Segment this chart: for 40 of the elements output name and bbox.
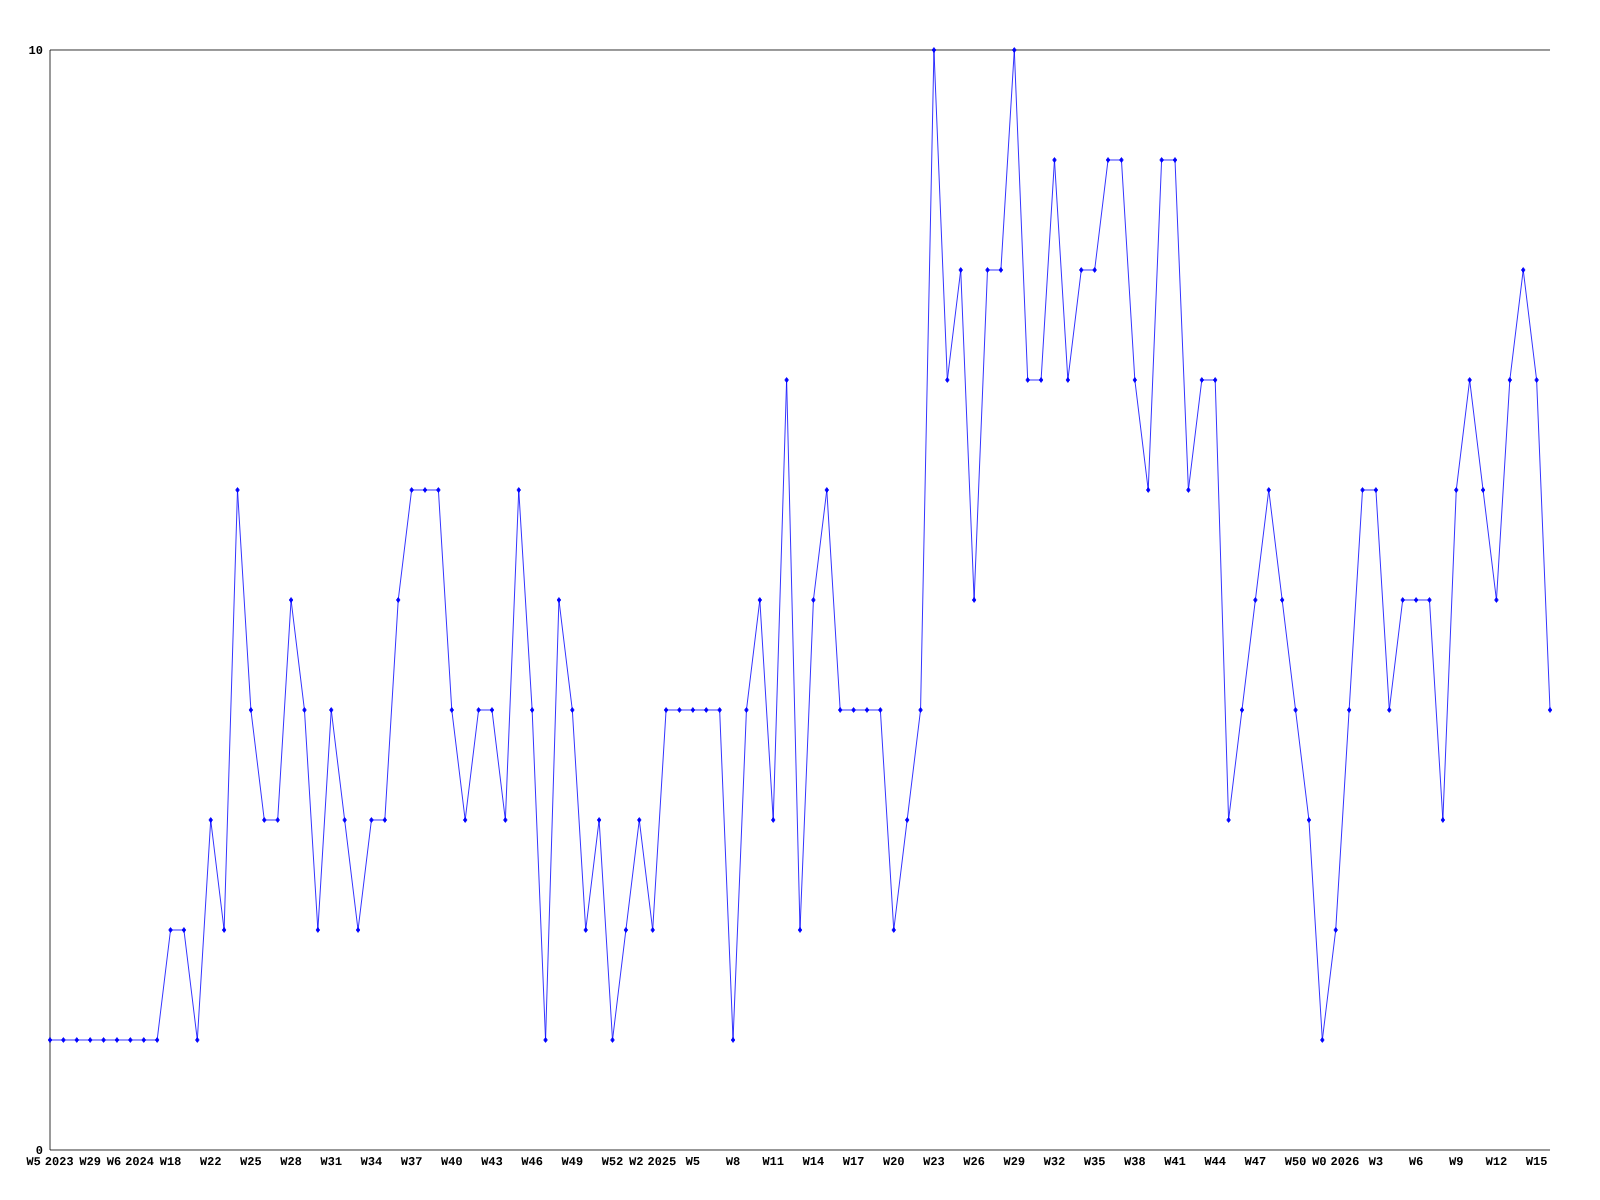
x-tick-label: W52 bbox=[601, 1157, 623, 1166]
x-tick-label: W32 bbox=[1043, 1157, 1065, 1166]
x-tick-label: W9 bbox=[1449, 1157, 1463, 1166]
x-tick-label: W6 bbox=[1408, 1157, 1423, 1166]
x-tick-label: W22 bbox=[199, 1157, 221, 1166]
x-tick-label: W31 bbox=[320, 1157, 342, 1166]
x-tick-label: W43 bbox=[481, 1157, 503, 1166]
x-tick-label: W14 bbox=[802, 1157, 824, 1165]
x-tick-label: W49 bbox=[561, 1157, 583, 1166]
x-tick-label: W8 bbox=[725, 1157, 740, 1166]
x-tick-label: W50 bbox=[1284, 1157, 1306, 1166]
x-tick-label: W44 bbox=[1204, 1157, 1226, 1165]
x-tick-label: W2 2025 bbox=[629, 1157, 676, 1166]
x-tick-label: W6 2024 bbox=[106, 1157, 154, 1166]
x-tick-label: W12 bbox=[1485, 1157, 1507, 1166]
x-tick-label: W23 bbox=[923, 1157, 945, 1166]
y-tick-label: 0 bbox=[36, 1145, 43, 1155]
x-tick-label: W38 bbox=[1124, 1157, 1145, 1166]
x-tick-label: W40 bbox=[440, 1157, 462, 1166]
y-tick-label: 10 bbox=[29, 45, 43, 55]
x-tick-label: W41 bbox=[1164, 1157, 1186, 1165]
x-tick-label: W15 bbox=[1525, 1157, 1547, 1166]
x-tick-label: W11 bbox=[762, 1157, 784, 1165]
x-tick-label: W0 2026 bbox=[1312, 1157, 1359, 1166]
x-tick-label: W18 bbox=[159, 1157, 181, 1166]
x-tick-label: W17 bbox=[842, 1157, 864, 1165]
x-tick-label: W29 bbox=[79, 1157, 101, 1166]
x-tick-label: W35 bbox=[1083, 1157, 1105, 1166]
x-tick-label: W28 bbox=[280, 1157, 302, 1166]
x-tick-label: W5 bbox=[685, 1157, 700, 1166]
x-tick-label: W37 bbox=[400, 1157, 422, 1166]
x-tick-label: W47 bbox=[1244, 1157, 1266, 1165]
x-tick-label: W25 bbox=[240, 1157, 262, 1166]
x-tick-label: W46 bbox=[521, 1157, 543, 1166]
x-tick-label: W20 bbox=[882, 1157, 904, 1166]
x-tick-label: W3 bbox=[1368, 1157, 1383, 1166]
x-tick-label: W29 bbox=[1003, 1157, 1025, 1166]
x-tick-label: W5 2023 bbox=[26, 1157, 73, 1166]
x-tick-label: W34 bbox=[360, 1157, 382, 1166]
x-tick-label: W26 bbox=[963, 1157, 985, 1166]
